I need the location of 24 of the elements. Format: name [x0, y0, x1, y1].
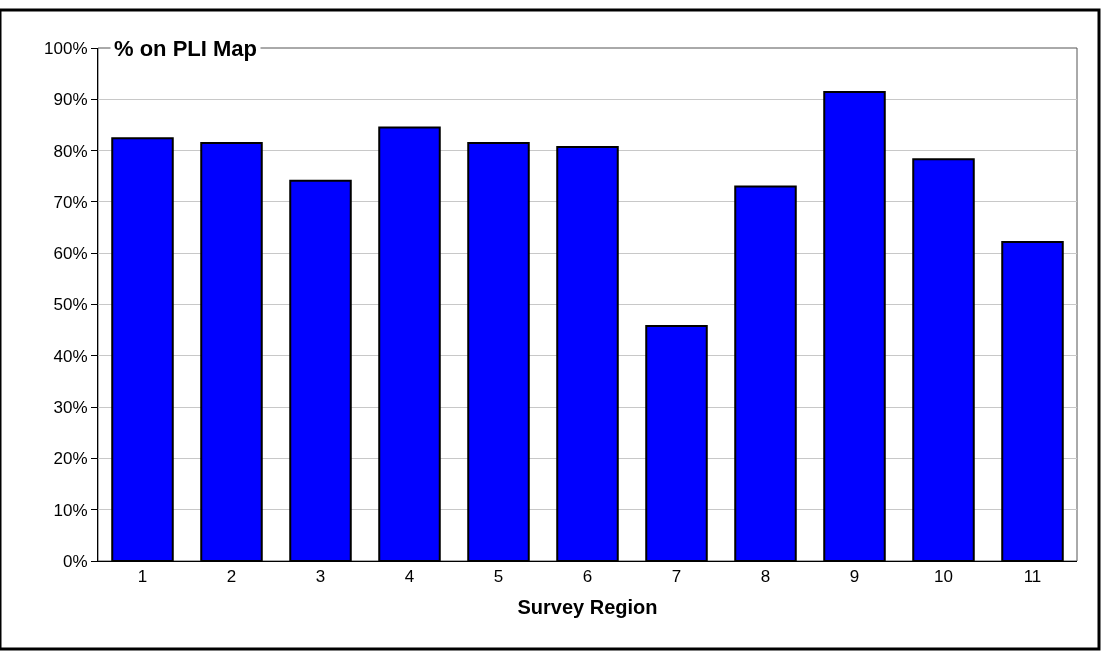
x-tick-label: 6	[582, 567, 593, 587]
x-axis-title: Survey Region	[517, 595, 658, 618]
x-tick-label: 3	[315, 567, 326, 587]
x-tick-label: 4	[404, 567, 415, 587]
y-tick-label: 90%	[53, 90, 88, 110]
y-tick-label: 10%	[53, 500, 88, 520]
y-tick-label: 80%	[53, 141, 88, 161]
y-tick-label: 40%	[53, 346, 88, 366]
y-tick-label: 50%	[53, 295, 88, 315]
y-tick-label: 30%	[53, 398, 88, 418]
x-tick-label: 5	[493, 567, 504, 587]
x-tick-label: 11	[1023, 567, 1042, 587]
x-tick-label: 9	[849, 567, 860, 587]
x-tick-label: 2	[226, 567, 237, 587]
y-tick-label: 100%	[44, 38, 88, 58]
y-tick-label: 20%	[53, 449, 88, 469]
y-tick-label: 60%	[53, 244, 88, 264]
x-tick-label: 7	[671, 567, 682, 587]
y-tick-label: 0%	[63, 551, 88, 571]
x-tick-label: 1	[137, 567, 148, 587]
chart-title: % on PLI Map	[114, 36, 257, 61]
y-tick-label: 70%	[53, 192, 88, 212]
x-tick-label: 8	[760, 567, 771, 587]
x-tick-label: 10	[934, 567, 953, 587]
